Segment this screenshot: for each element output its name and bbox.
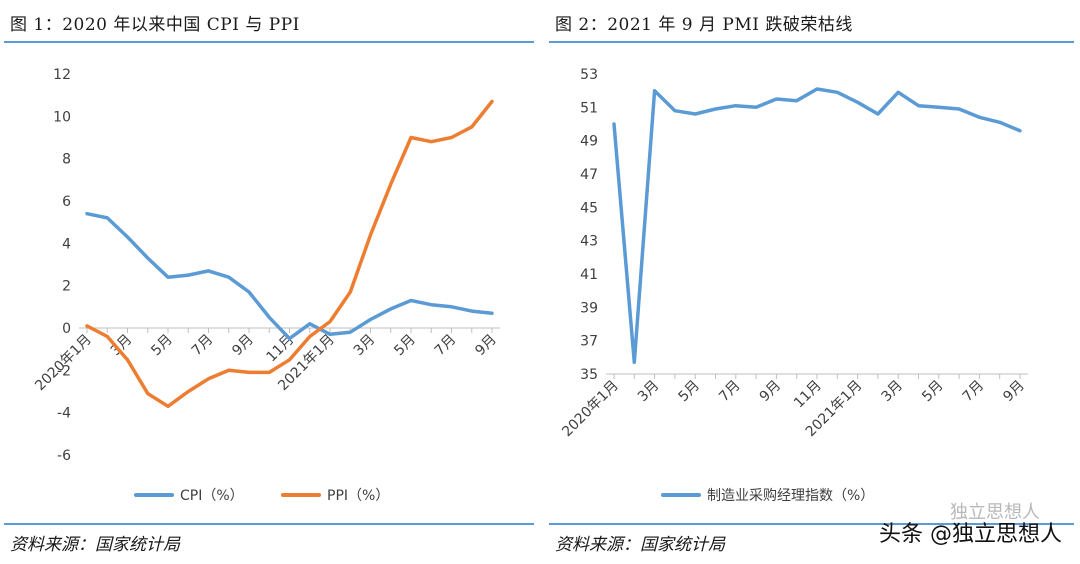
series-line-0 [85,211,494,341]
y-tick-label: 12 [53,67,71,83]
series-line-1 [85,99,494,409]
y-tick-label: -4 [57,406,71,422]
y-tick-label: 0 [62,321,71,337]
y-tick-label: 4 [62,236,71,252]
y-tick-label: 45 [580,200,598,216]
y-tick-label: 53 [580,67,598,83]
x-tick-label: 11月 [791,378,825,412]
y-tick-label: 39 [580,300,598,316]
y-tick-label: 49 [580,134,598,150]
x-tick-label: 2020年1月 [32,332,95,395]
title-rule-right [549,41,1074,43]
x-tick-label: 2020年1月 [559,378,622,441]
x-tick-label: 7月 [432,332,460,360]
y-tick-label: 41 [580,267,598,283]
y-tick-label: 6 [62,194,71,210]
x-tick-label: 5月 [148,332,176,360]
watermark: 头条 @独立思想人 [879,522,1062,547]
y-tick-label: -2 [57,363,71,379]
x-tick-label: 9月 [229,332,257,360]
x-tick-label: 3月 [879,378,907,406]
y-tick-label: 8 [62,152,71,168]
y-tick-label: 37 [580,334,598,350]
x-tick-label: 9月 [757,378,785,406]
x-tick-label: 5月 [919,378,947,406]
x-tick-label: 3月 [635,378,663,406]
y-tick-label: 47 [580,167,598,183]
y-tick-label: -6 [57,448,71,464]
x-tick-label: 5月 [676,378,704,406]
y-tick-label: 10 [53,109,71,125]
y-tick-label: 51 [580,100,598,116]
source-rule-right [549,523,1074,525]
series-line-0 [612,87,1022,365]
y-tick-label: 2 [62,279,71,295]
legend-label-0: 制造业采购经理指数（%） [707,488,874,504]
legend-label-0: CPI（%） [180,488,244,504]
right-panel: 图 2：2021 年 9 月 PMI 跌破荣枯线 35 37 39 41 43 45 47 4… [545,0,1080,564]
x-tick-label: 3月 [351,332,379,360]
x-tick-label: 9月 [472,332,500,360]
chart-title-left: 图 1：2020 年以来中国 CPI 与 PPI [10,15,300,35]
x-tick-label: 7月 [960,378,988,406]
chart-title-right: 图 2：2021 年 9 月 PMI 跌破荣枯线 [555,15,853,35]
title-rule-left [4,41,534,43]
x-tick-label: 9月 [1000,378,1028,406]
legend-label-1: PPI（%） [327,488,389,504]
source-left: 资料来源：国家统计局 [10,535,180,555]
x-tick-label: 7月 [716,378,744,406]
source-rule-left [4,523,534,525]
source-right: 资料来源：国家统计局 [555,535,725,555]
y-tick-label: 43 [580,234,598,250]
x-tick-label: 5月 [391,332,419,360]
left-panel: 图 1：2020 年以来中国 CPI 与 PPI -6 -4 -2 0 2 4 6 8 10 12… [4,15,534,555]
watermark-ghost: 独立思想人 [950,502,1040,523]
y-tick-label: 35 [580,367,598,383]
x-tick-label: 7月 [189,332,217,360]
